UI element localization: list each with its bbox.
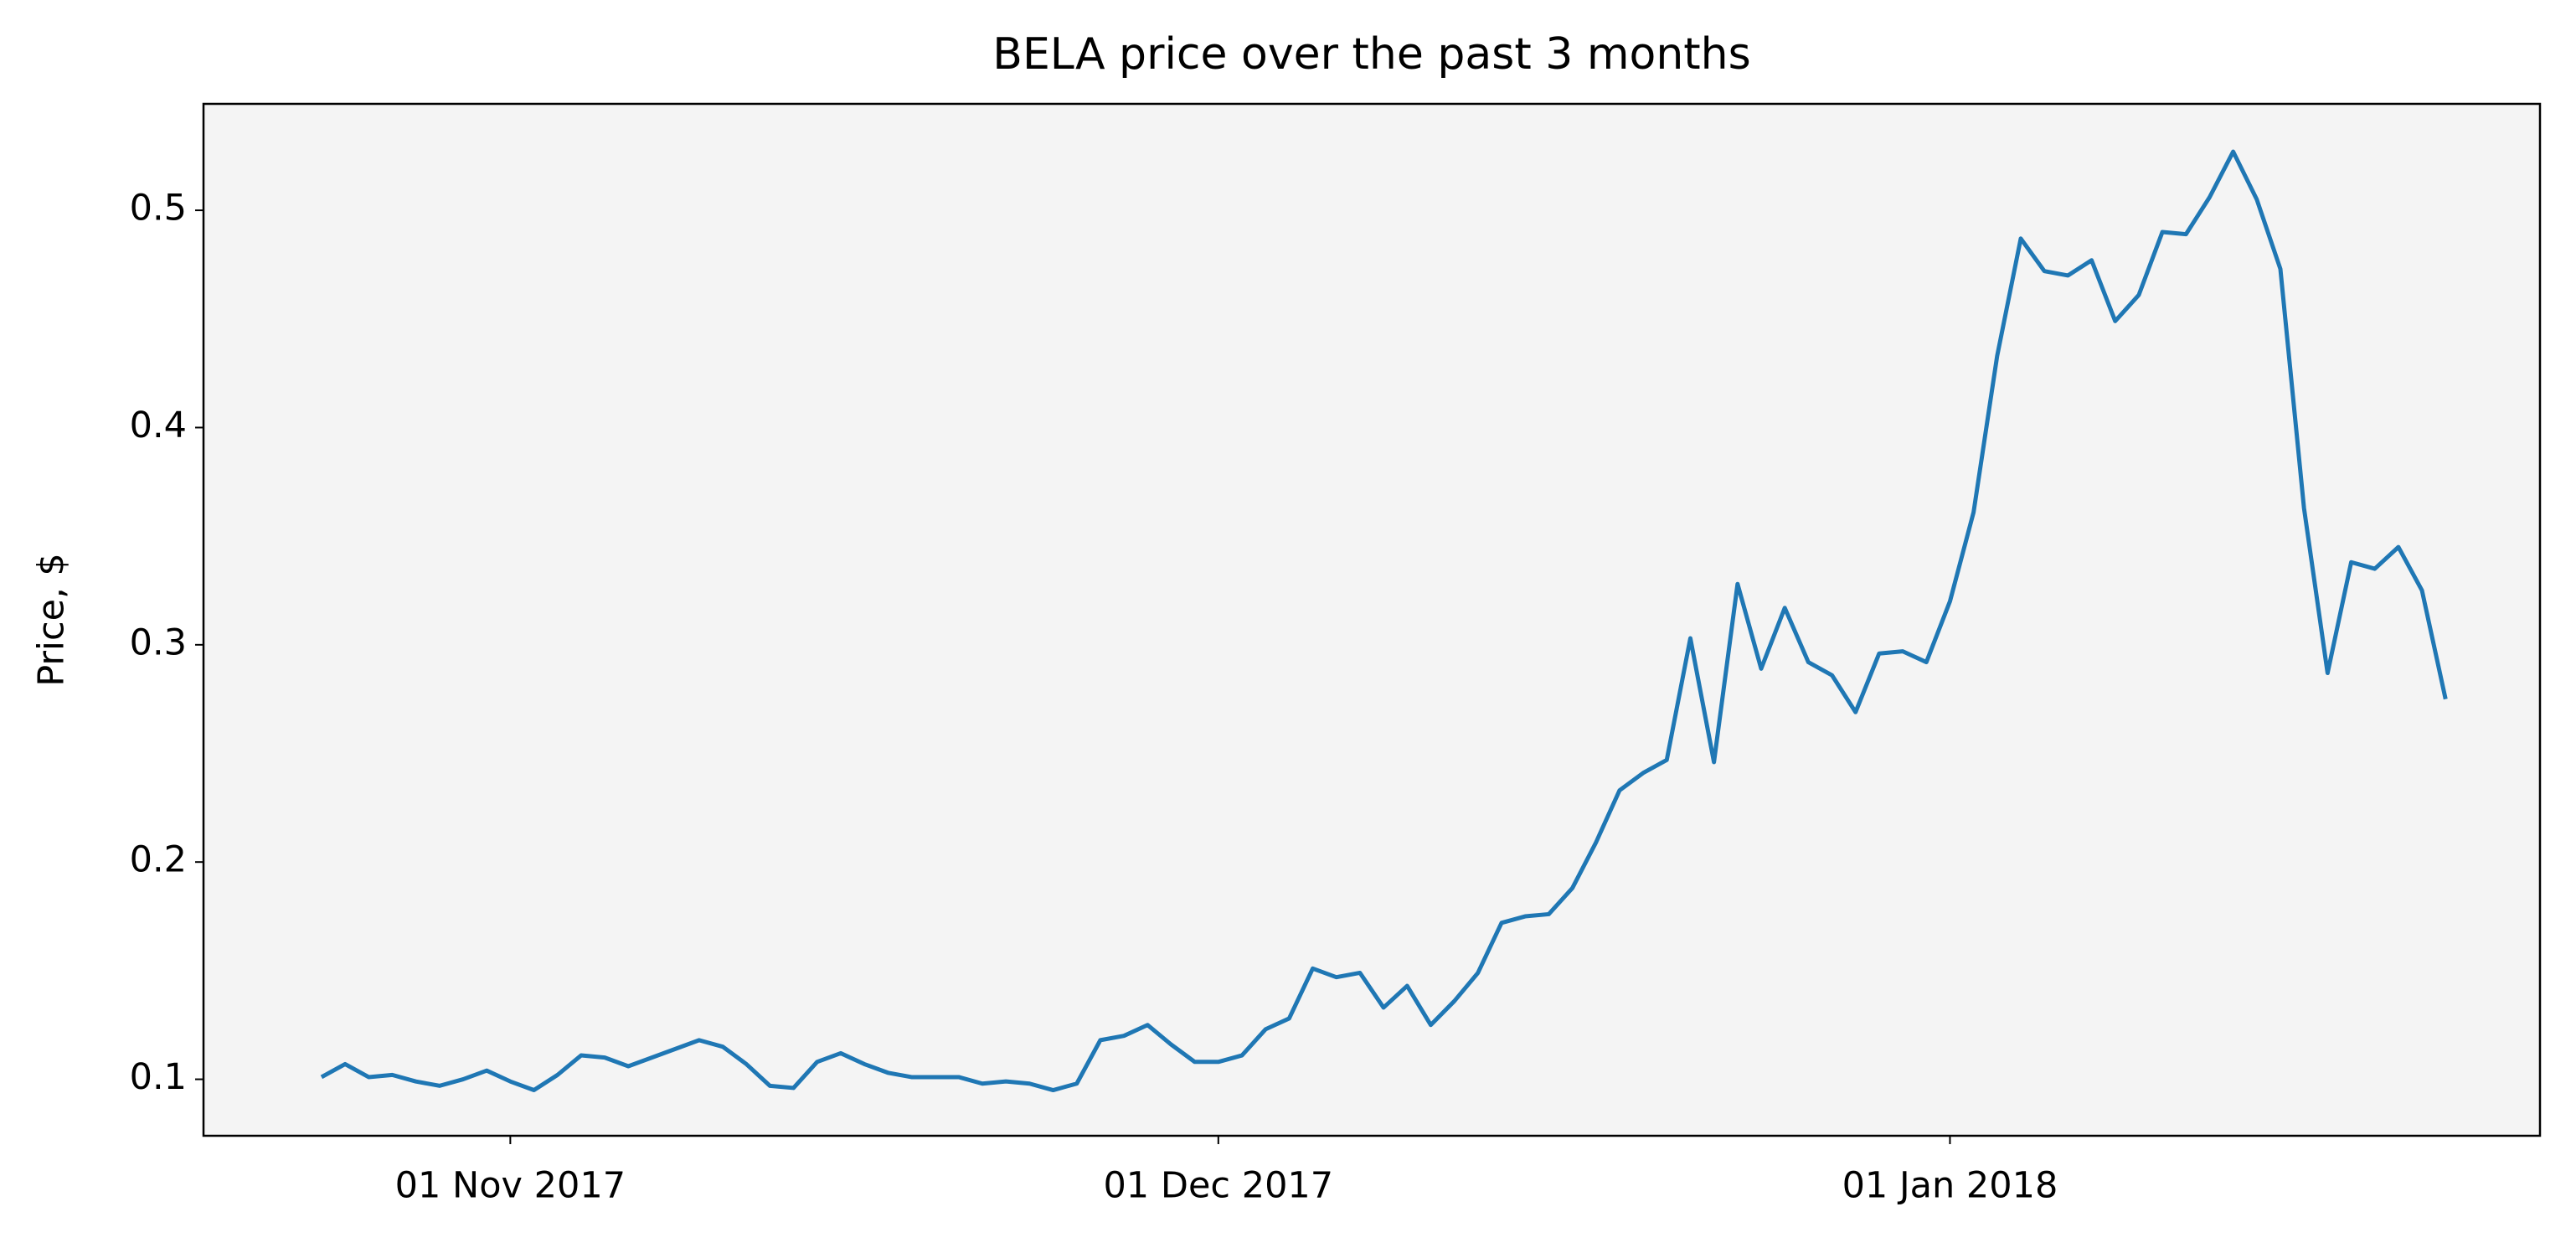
- plot-frame: [202, 102, 2542, 1137]
- x-tick-label: 01 Jan 2018: [1842, 1165, 2058, 1207]
- x-tick-label: 01 Dec 2017: [1103, 1165, 1333, 1207]
- y-tick-label: 0.4: [130, 405, 187, 446]
- y-tick-label: 0.3: [130, 621, 187, 663]
- plot-area: [204, 104, 2540, 1136]
- y-tick-label: 0.1: [130, 1056, 187, 1098]
- y-tick-label: 0.5: [130, 188, 187, 229]
- price-line: [320, 149, 2448, 1093]
- chart-title: BELA price over the past 3 months: [992, 29, 1750, 80]
- y-axis-label: Price, $: [31, 553, 73, 687]
- x-tick-label: 01 Nov 2017: [395, 1165, 626, 1207]
- y-tick-label: 0.2: [130, 839, 187, 881]
